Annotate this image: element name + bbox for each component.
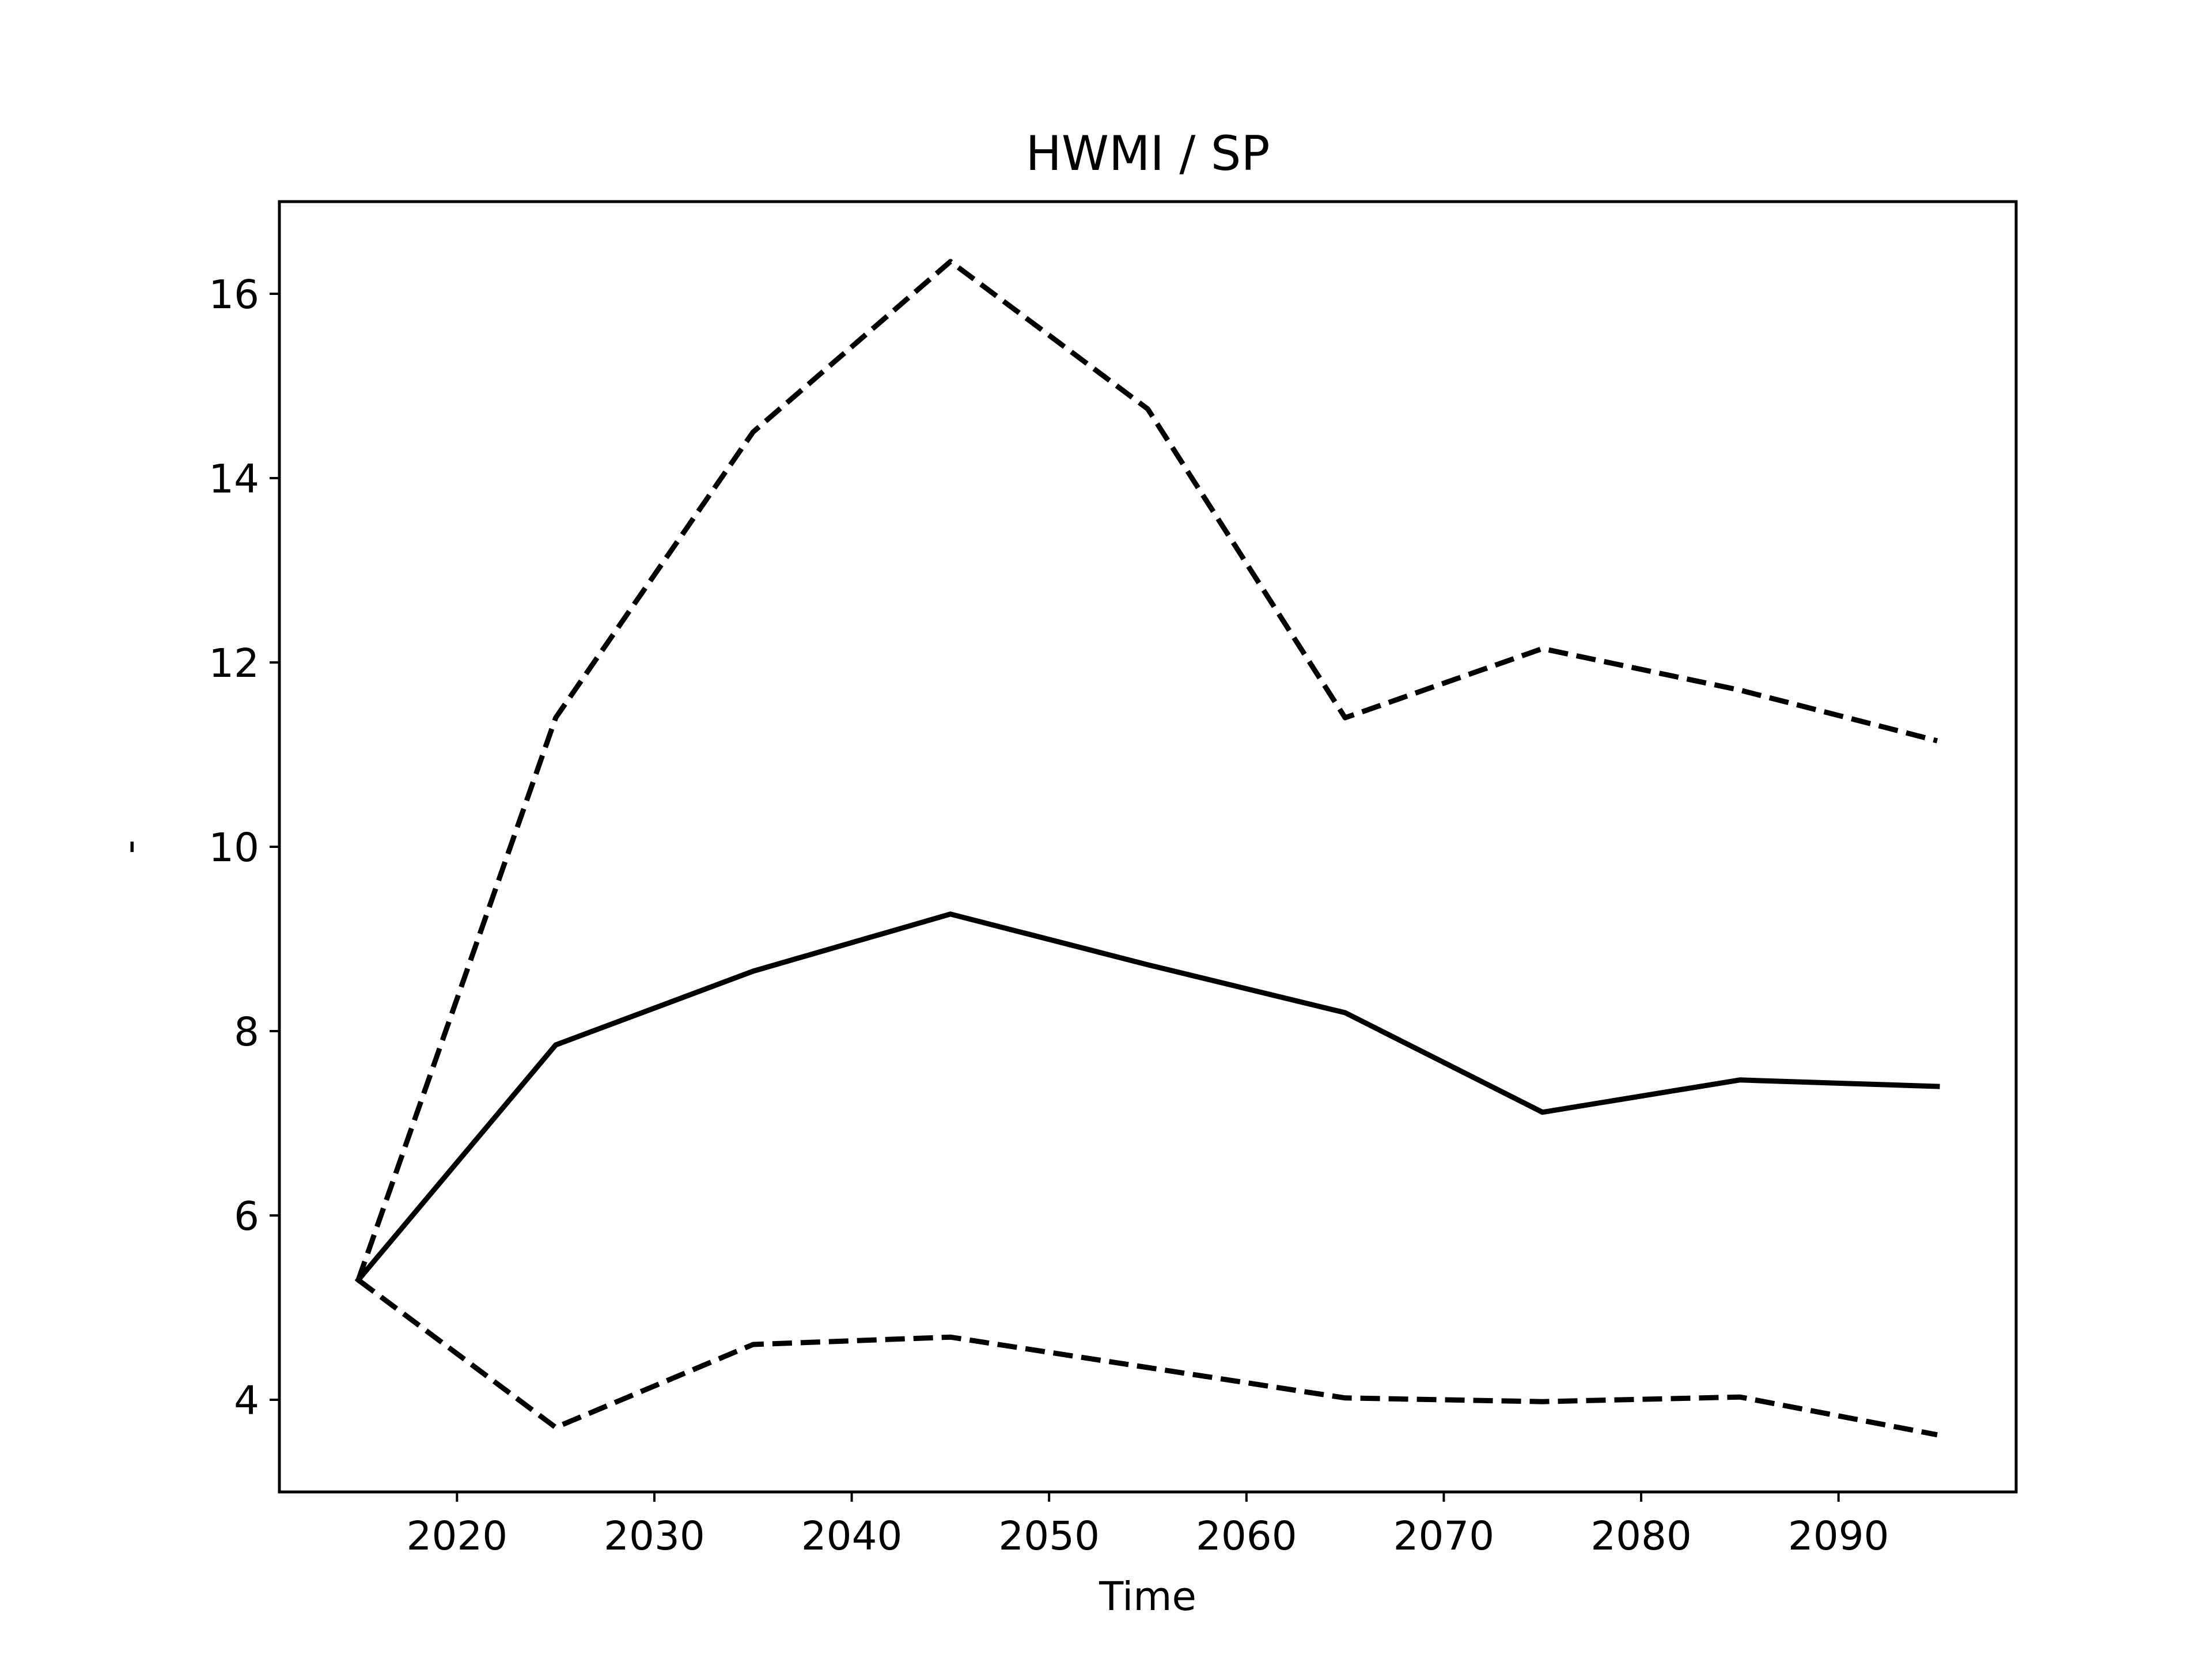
y-tick-label: 4 — [234, 1378, 259, 1424]
x-tick-label: 2020 — [407, 1513, 508, 1559]
x-tick-label: 2050 — [998, 1513, 1100, 1559]
x-tick-label: 2040 — [801, 1513, 903, 1559]
x-tick-label: 2070 — [1393, 1513, 1495, 1559]
series-line-upper-dashed — [355, 259, 1938, 1281]
x-tick-label: 2030 — [604, 1513, 705, 1559]
y-tick-label: 8 — [234, 1009, 259, 1055]
y-axis-ticks: 4 6 8 10 12 14 16 — [209, 272, 279, 1424]
series-layer — [354, 259, 1940, 1438]
x-axis-title: Time — [1099, 1574, 1196, 1620]
x-tick-label: 2060 — [1196, 1513, 1297, 1559]
x-tick-label: 2090 — [1788, 1513, 1889, 1559]
y-tick-label: 16 — [209, 272, 259, 318]
x-axis-ticks: 2020 2030 2040 2050 2060 2070 2080 2090 — [407, 1492, 1889, 1559]
y-tick-label: 12 — [209, 641, 259, 687]
y-axis-title: - — [107, 840, 153, 854]
y-tick-label: 10 — [209, 825, 259, 871]
series-line-lower-dashed — [357, 1278, 1938, 1438]
x-tick-label: 2080 — [1590, 1513, 1692, 1559]
chart-title: HWMI / SP — [1025, 126, 1270, 181]
y-tick-label: 6 — [234, 1194, 259, 1240]
y-tick-label: 14 — [209, 456, 259, 502]
series-line-solid — [354, 911, 1940, 1284]
